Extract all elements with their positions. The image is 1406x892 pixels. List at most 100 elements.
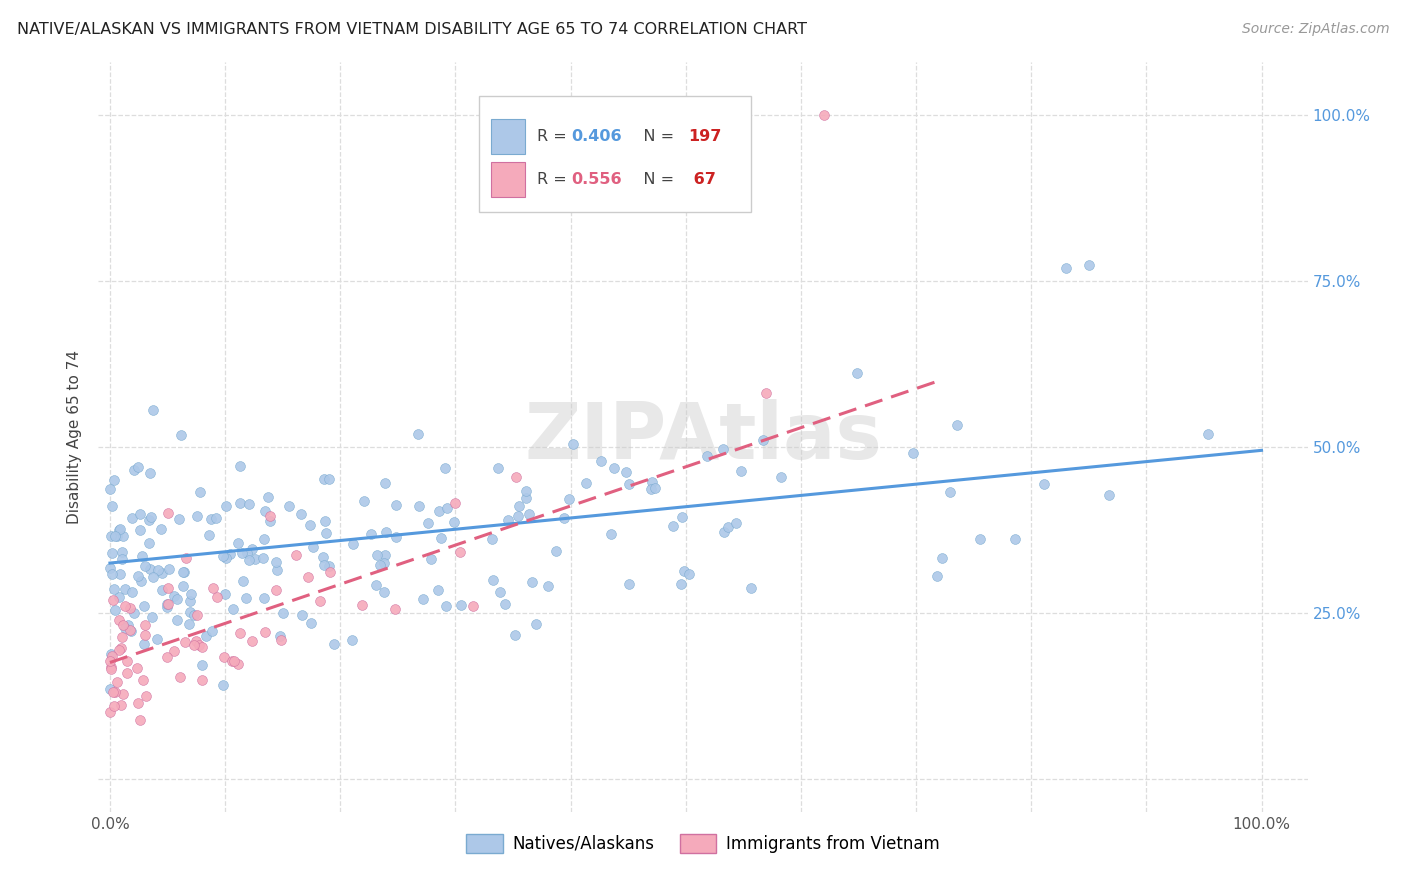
Point — [114, 582, 136, 596]
Point — [426, 583, 449, 598]
Point — [115, 666, 138, 681]
Point — [98, 682, 121, 697]
Point — [218, 547, 240, 561]
Point — [318, 559, 340, 574]
Point — [129, 713, 152, 727]
Point — [114, 621, 136, 635]
Point — [142, 403, 165, 417]
Point — [150, 566, 173, 580]
Point — [360, 526, 382, 541]
Point — [575, 475, 598, 490]
Point — [179, 605, 201, 619]
Point — [517, 507, 540, 521]
Point — [384, 602, 406, 616]
Point — [229, 626, 252, 640]
Point — [939, 485, 962, 500]
Point — [494, 597, 516, 611]
Point — [100, 499, 122, 513]
Point — [170, 427, 193, 442]
Point — [524, 617, 547, 632]
Point — [1098, 488, 1121, 502]
Point — [103, 582, 125, 596]
Point — [927, 568, 949, 582]
Point — [201, 624, 224, 638]
Point — [561, 436, 583, 450]
Point — [98, 560, 121, 574]
Point — [366, 548, 388, 562]
Point — [98, 482, 121, 496]
Point — [127, 569, 149, 583]
Text: R =: R = — [537, 172, 572, 187]
Point — [101, 648, 124, 663]
Text: Source: ZipAtlas.com: Source: ZipAtlas.com — [1241, 22, 1389, 37]
Point — [374, 475, 396, 490]
Point — [146, 563, 169, 577]
Point — [103, 685, 125, 699]
Point — [600, 527, 623, 541]
Point — [408, 427, 430, 442]
Point — [128, 459, 150, 474]
Point — [104, 603, 127, 617]
Point — [100, 528, 122, 542]
Text: ZIPAtlas: ZIPAtlas — [524, 399, 882, 475]
Point — [259, 514, 281, 528]
Point — [515, 483, 537, 498]
Point — [312, 549, 335, 564]
Point — [489, 585, 512, 599]
Point — [1004, 533, 1026, 547]
Point — [186, 508, 208, 523]
Text: N =: N = — [628, 129, 679, 145]
Point — [238, 497, 260, 511]
Point — [183, 638, 205, 652]
Point — [191, 673, 214, 688]
Point — [443, 515, 465, 529]
Point — [128, 523, 150, 537]
Point — [673, 564, 696, 578]
Point — [172, 566, 194, 580]
Point — [121, 585, 143, 599]
Point — [711, 442, 734, 456]
Point — [156, 599, 179, 614]
Point — [167, 511, 190, 525]
Point — [202, 581, 225, 595]
Point — [481, 533, 503, 547]
Point — [150, 582, 173, 597]
Point — [412, 591, 434, 606]
Point — [813, 108, 835, 122]
Point — [179, 617, 201, 632]
Point — [211, 678, 233, 692]
Point — [323, 637, 346, 651]
Point — [138, 513, 160, 527]
Bar — [492, 120, 526, 154]
Point — [232, 574, 254, 588]
Point — [108, 522, 131, 536]
Point — [114, 599, 136, 614]
Point — [180, 587, 202, 601]
Point — [110, 698, 132, 712]
Point — [118, 600, 141, 615]
Point — [108, 523, 131, 537]
Point — [384, 498, 406, 512]
Point — [245, 551, 267, 566]
Point — [678, 567, 700, 582]
Point — [238, 552, 260, 566]
Point — [212, 649, 235, 664]
Point — [755, 386, 778, 401]
Point — [183, 608, 205, 623]
Point — [420, 552, 443, 566]
Point — [266, 582, 288, 597]
Point — [1197, 426, 1219, 441]
Point — [269, 629, 291, 643]
Point — [104, 529, 127, 543]
Point — [444, 496, 467, 510]
Point — [1077, 258, 1099, 272]
Point — [222, 654, 245, 668]
Point — [138, 536, 160, 550]
Point — [259, 508, 281, 523]
Point — [291, 607, 314, 622]
Point — [190, 658, 212, 673]
Point — [117, 617, 139, 632]
Point — [142, 570, 165, 584]
Point — [696, 449, 718, 463]
Point — [353, 494, 375, 508]
